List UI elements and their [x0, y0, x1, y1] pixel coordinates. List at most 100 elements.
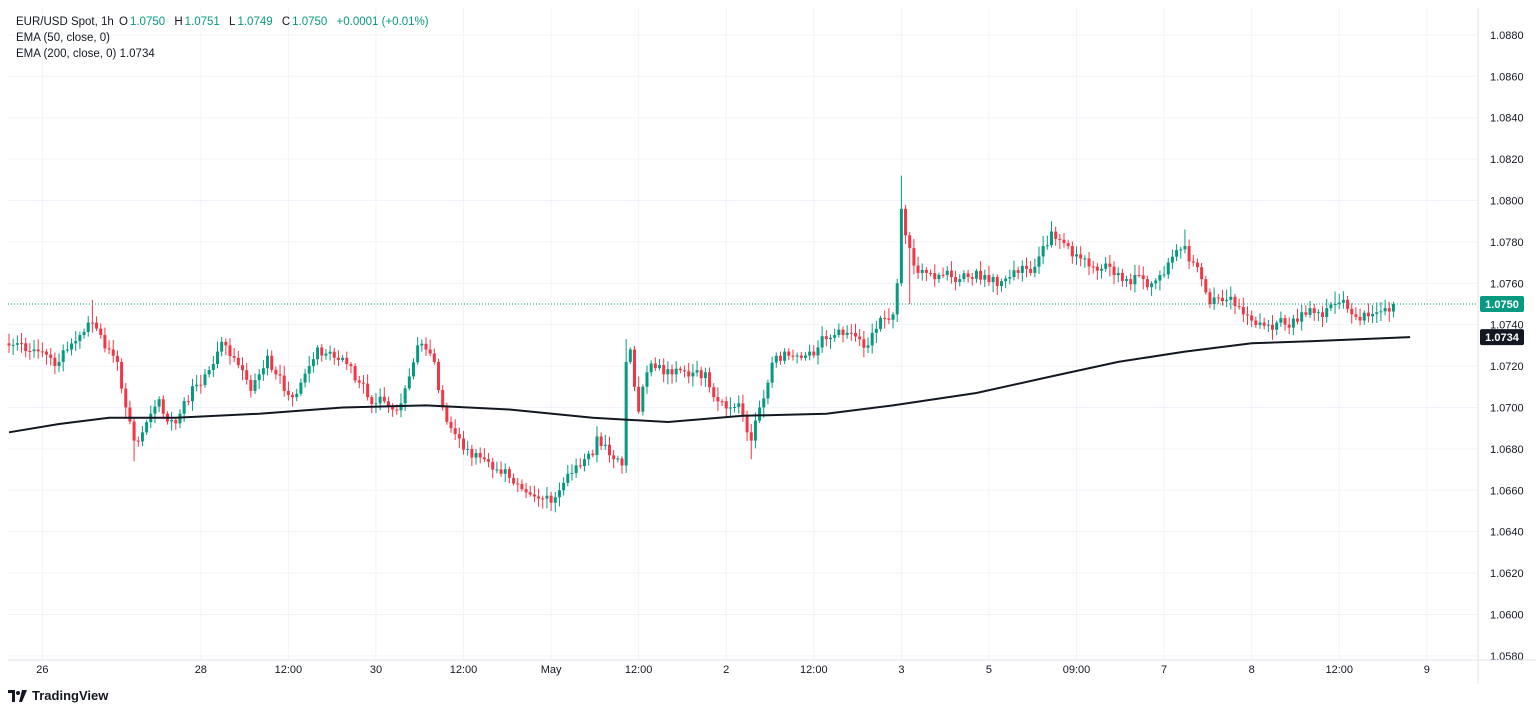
candle-down	[453, 419, 457, 440]
candle-down	[620, 456, 624, 474]
candle-up	[1158, 270, 1162, 291]
candle-down	[357, 375, 361, 389]
candle-down	[1387, 301, 1391, 322]
ema-200-line	[8, 336, 1411, 434]
candle-body	[332, 351, 336, 358]
candle-body	[862, 339, 866, 348]
candle-body	[1104, 263, 1108, 269]
price-axis[interactable]: 1.0880 1.0860 1.0840 1.0820 1.0800 1.0780 1.07…	[1477, 8, 1524, 684]
candle-down	[236, 350, 240, 369]
candle-body	[582, 459, 586, 467]
ohlc-row[interactable]: EUR/USD Spot, 1h O 1.0750 H 1.0751 L 1.0749…	[16, 14, 435, 30]
candle-body	[1162, 274, 1166, 276]
candle-down	[612, 449, 616, 469]
candle-body	[1304, 312, 1308, 315]
candle-down	[1058, 233, 1062, 250]
candle-up	[587, 450, 591, 466]
candle-body	[407, 376, 411, 389]
candle-body	[124, 388, 128, 408]
candle-body	[904, 208, 908, 236]
candle-body	[307, 366, 311, 374]
candle-body	[503, 469, 507, 474]
candle-body	[103, 335, 107, 349]
price-tick-label: 1.0780	[1490, 237, 1524, 249]
candle-up	[220, 336, 224, 357]
candle-up	[1008, 269, 1012, 285]
candle-up	[991, 273, 995, 293]
time-tick-label: 7	[1161, 664, 1167, 676]
candle-down	[849, 324, 853, 341]
candle-body	[737, 403, 741, 407]
candle-body	[111, 349, 115, 356]
candle-up	[328, 345, 332, 361]
candle-down	[95, 316, 99, 331]
candle-body	[1296, 318, 1300, 322]
candle-up	[758, 400, 762, 424]
candle-down	[115, 350, 119, 371]
candle-body	[257, 374, 261, 381]
candle-body	[557, 490, 561, 498]
candle-up	[466, 440, 470, 456]
candle-up	[1125, 275, 1129, 288]
candle-down	[954, 270, 958, 291]
candle-down	[432, 348, 436, 365]
candle-body	[491, 461, 495, 470]
candle-down	[949, 261, 953, 284]
candle-body	[524, 489, 528, 493]
candle-down	[386, 396, 390, 413]
ema200-value: 1.0734	[119, 48, 155, 60]
tradingview-logo[interactable]: TradingView	[8, 688, 108, 703]
candle-body	[232, 356, 236, 358]
candle-up	[645, 365, 649, 394]
candle-down	[1129, 273, 1133, 291]
candle-body	[1383, 308, 1387, 312]
candle-body	[1079, 254, 1083, 259]
candle-body	[570, 472, 574, 474]
candle-up	[874, 320, 878, 344]
candle-body	[662, 365, 666, 375]
last-price-badge	[1480, 295, 1524, 312]
candle-body	[1225, 299, 1229, 302]
ema50-row[interactable]: EMA (50, close, 0)	[16, 30, 435, 46]
candle-body	[220, 341, 224, 352]
candle-body	[1341, 299, 1345, 303]
candle-up	[503, 463, 507, 483]
candle-body	[891, 314, 895, 320]
candle-body	[974, 270, 978, 279]
candle-body	[1175, 250, 1179, 257]
candle-body	[537, 496, 541, 499]
candle-body	[90, 322, 94, 324]
ema200-row[interactable]: EMA (200, close, 0) 1.0734	[16, 46, 435, 62]
candle-down	[662, 358, 666, 383]
candle-up	[1183, 229, 1187, 254]
candle-up	[920, 263, 924, 281]
time-tick-label: 12:00	[450, 664, 478, 676]
candle-down	[599, 432, 603, 450]
candle-up	[879, 315, 883, 332]
candle-body	[670, 369, 674, 375]
candle-body	[762, 398, 766, 408]
candle-down	[791, 349, 795, 361]
candle-body	[470, 448, 474, 458]
candle-down	[1204, 275, 1208, 295]
candle-body	[854, 332, 858, 337]
candle-body	[190, 386, 194, 402]
candle-down	[224, 338, 228, 356]
candle-body	[637, 386, 641, 412]
candle-body	[1366, 312, 1370, 317]
candle-body	[207, 369, 211, 375]
candle-body	[528, 492, 532, 495]
time-axis[interactable]: 26 28 12:00 30 12:00 May 12:00 2 12:00 3 5 09:00 7 8 1…	[8, 659, 1536, 676]
candle-up	[1179, 246, 1183, 259]
candle-down	[699, 366, 703, 386]
candle-body	[1075, 254, 1079, 257]
symbol-label[interactable]: EUR/USD Spot, 1h	[16, 16, 114, 28]
candle-down	[591, 449, 595, 458]
candle-up	[945, 266, 949, 281]
candle-body	[1358, 316, 1362, 321]
candle-down	[274, 366, 278, 380]
candle-body	[1012, 270, 1016, 278]
candle-down	[291, 392, 295, 407]
